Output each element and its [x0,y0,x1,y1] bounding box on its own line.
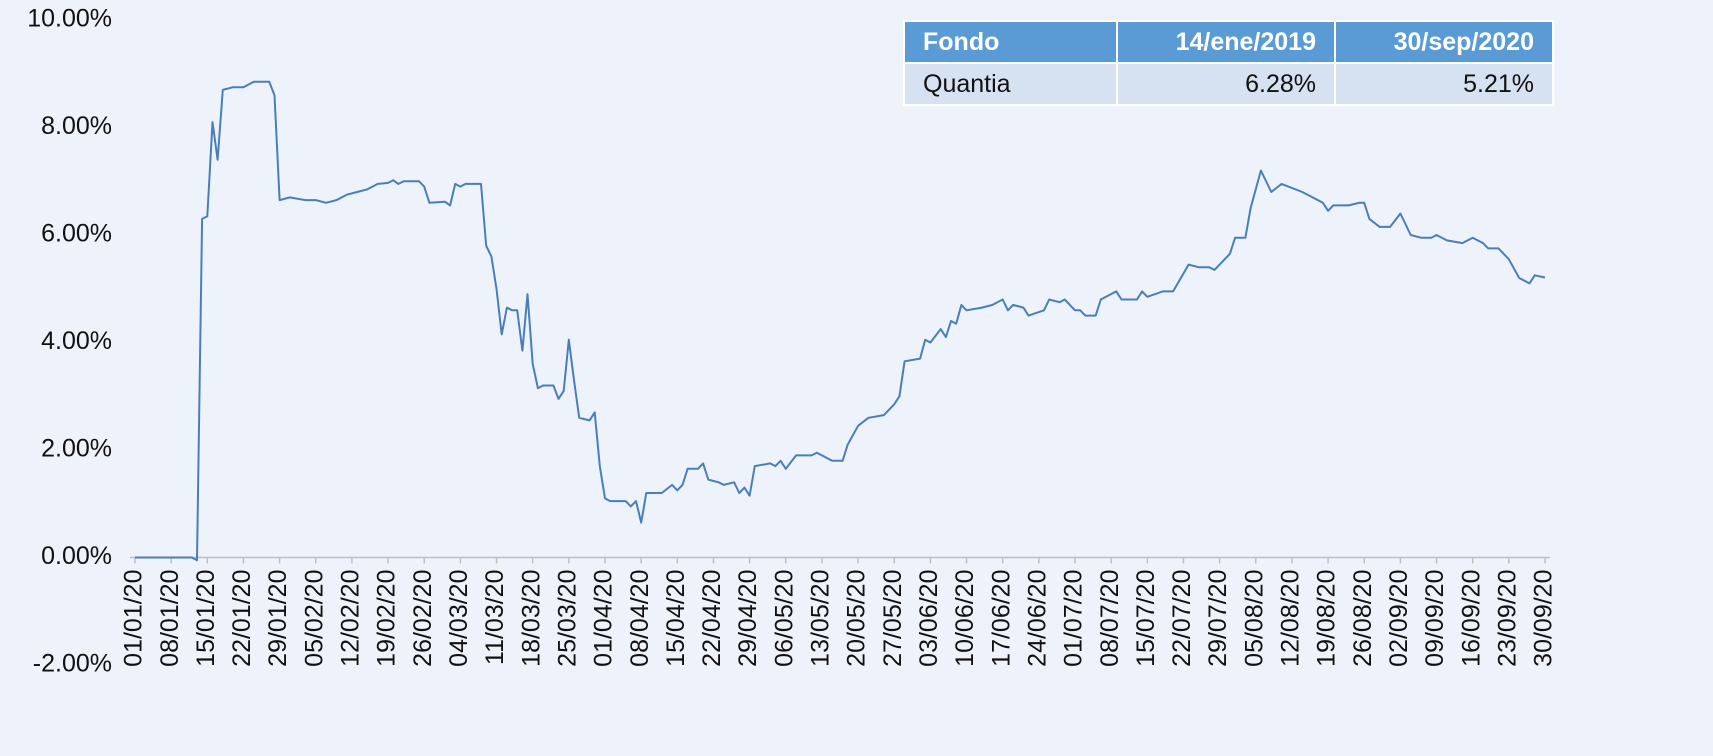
y-tick-label: 10.00% [27,5,112,33]
x-tick-label: 22/01/20 [228,570,256,667]
x-tick-label: 19/02/20 [373,570,401,667]
x-tick-label: 09/09/20 [1421,570,1449,667]
y-tick-label: 0.00% [41,542,112,570]
x-tick-label: 16/09/20 [1457,570,1485,667]
x-tick-label: 15/07/20 [1132,570,1160,667]
x-tick-label: 30/09/20 [1530,570,1558,667]
x-tick-label: 05/08/20 [1240,570,1268,667]
y-tick-label: -2.00% [33,650,112,678]
x-tick-label: 02/09/20 [1385,570,1413,667]
x-tick-label: 15/04/20 [662,570,690,667]
row-label: Quantia [903,62,1118,106]
x-tick-label: 12/02/20 [337,570,365,667]
x-tick-label: 13/05/20 [807,570,835,667]
x-tick-label: 26/02/20 [409,570,437,667]
x-tick-label: 25/03/20 [553,570,581,667]
y-tick-label: 8.00% [41,112,112,140]
header-cell: Fondo [903,20,1118,64]
x-tick-label: 24/06/20 [1023,570,1051,667]
x-tick-label: 17/06/20 [987,570,1015,667]
x-tick-label: 01/04/20 [590,570,618,667]
x-tick-label: 05/02/20 [300,570,328,667]
x-tick-label: 29/01/20 [264,570,292,667]
x-tick-label: 26/08/20 [1349,570,1377,667]
x-tick-label: 12/08/20 [1277,570,1305,667]
x-tick-label: 08/07/20 [1096,570,1124,667]
x-tick-label: 04/03/20 [445,570,473,667]
y-tick-label: 2.00% [41,435,112,463]
x-tick-label: 08/01/20 [156,570,184,667]
x-tick-label: 15/01/20 [192,570,220,667]
table-row: Quantia 6.28% 5.21% [903,62,1554,106]
x-tick-label: 01/01/20 [120,570,148,667]
cell: 5.21% [1334,62,1554,106]
x-tick-label: 11/03/20 [481,570,509,665]
x-tick-label: 18/03/20 [517,570,545,667]
x-tick-label: 29/04/20 [734,570,762,667]
x-tick-label: 06/05/20 [770,570,798,667]
cell: 6.28% [1116,62,1336,106]
line-series [135,80,1546,562]
x-tick-label: 22/07/20 [1168,570,1196,667]
x-tick-label: 19/08/20 [1313,570,1341,667]
x-tick-label: 03/06/20 [915,570,943,667]
summary-table: Fondo 14/ene/2019 30/sep/2020 Quantia 6.… [903,20,1554,106]
x-tick-label: 29/07/20 [1204,570,1232,667]
y-tick-label: 4.00% [41,327,112,355]
x-tick-label: 22/04/20 [698,570,726,667]
x-tick-label: 20/05/20 [843,570,871,667]
x-tick-label: 01/07/20 [1060,570,1088,667]
table-header: Fondo 14/ene/2019 30/sep/2020 [903,20,1554,64]
x-tick-label: 10/06/20 [951,570,979,667]
header-cell: 14/ene/2019 [1116,20,1336,64]
x-tick-label: 23/09/20 [1493,570,1521,667]
x-tick-label: 08/04/20 [626,570,654,667]
y-tick-label: 6.00% [41,220,112,248]
x-tick-label: 27/05/20 [879,570,907,667]
header-cell: 30/sep/2020 [1334,20,1554,64]
